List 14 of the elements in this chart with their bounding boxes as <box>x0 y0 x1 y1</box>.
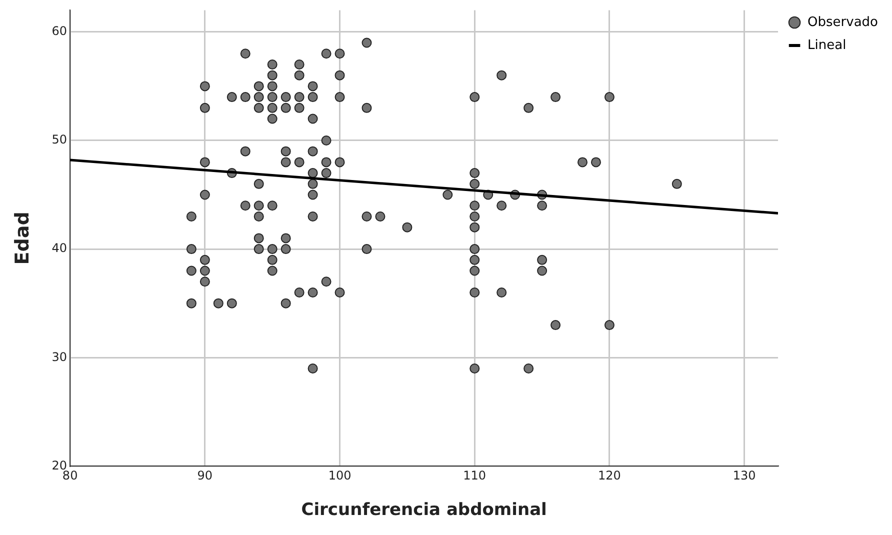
x-tick-label: 90 <box>197 468 213 483</box>
legend-label: Lineal <box>808 38 846 53</box>
x-tick-label: 110 <box>463 468 486 483</box>
y-tick-label: 50 <box>52 132 68 147</box>
x-tick-label: 100 <box>328 468 352 483</box>
y-tick-label: 30 <box>52 350 68 364</box>
y-tick-label: 60 <box>52 24 68 38</box>
x-tick-label: 80 <box>62 468 78 483</box>
y-axis-title: Edad <box>11 212 34 265</box>
x-tick-label: 120 <box>598 468 621 483</box>
x-tick-label: 130 <box>732 468 756 483</box>
y-tick-label: 40 <box>52 241 68 256</box>
x-axis-title: Circunferencia abdominal <box>301 500 547 520</box>
legend-label: Observado <box>808 14 878 30</box>
